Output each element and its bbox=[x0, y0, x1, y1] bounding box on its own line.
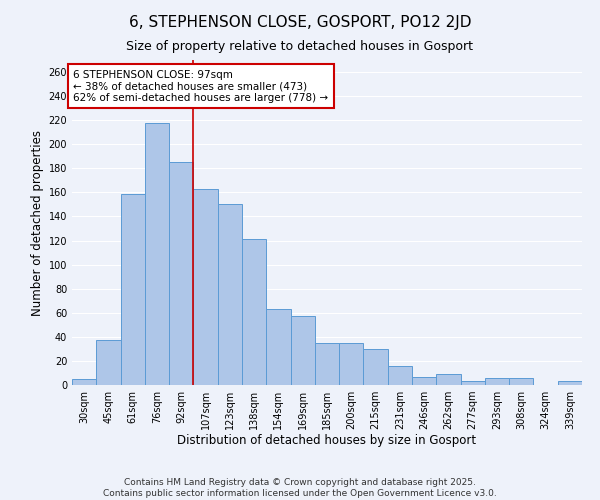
Bar bbox=[242, 240, 266, 385]
Bar bbox=[558, 382, 582, 385]
Bar bbox=[72, 379, 96, 385]
Bar bbox=[218, 204, 242, 385]
Bar bbox=[436, 374, 461, 385]
Bar bbox=[364, 349, 388, 385]
X-axis label: Distribution of detached houses by size in Gosport: Distribution of detached houses by size … bbox=[178, 434, 476, 446]
Bar bbox=[412, 376, 436, 385]
Bar bbox=[339, 343, 364, 385]
Bar bbox=[266, 309, 290, 385]
Bar bbox=[121, 194, 145, 385]
Bar bbox=[96, 340, 121, 385]
Text: 6 STEPHENSON CLOSE: 97sqm
← 38% of detached houses are smaller (473)
62% of semi: 6 STEPHENSON CLOSE: 97sqm ← 38% of detac… bbox=[73, 70, 328, 103]
Bar bbox=[461, 382, 485, 385]
Bar bbox=[145, 122, 169, 385]
Bar bbox=[509, 378, 533, 385]
Text: 6, STEPHENSON CLOSE, GOSPORT, PO12 2JD: 6, STEPHENSON CLOSE, GOSPORT, PO12 2JD bbox=[129, 15, 471, 30]
Bar bbox=[290, 316, 315, 385]
Bar bbox=[169, 162, 193, 385]
Bar bbox=[315, 343, 339, 385]
Text: Size of property relative to detached houses in Gosport: Size of property relative to detached ho… bbox=[127, 40, 473, 53]
Text: Contains HM Land Registry data © Crown copyright and database right 2025.
Contai: Contains HM Land Registry data © Crown c… bbox=[103, 478, 497, 498]
Bar bbox=[388, 366, 412, 385]
Y-axis label: Number of detached properties: Number of detached properties bbox=[31, 130, 44, 316]
Bar bbox=[485, 378, 509, 385]
Bar bbox=[193, 189, 218, 385]
